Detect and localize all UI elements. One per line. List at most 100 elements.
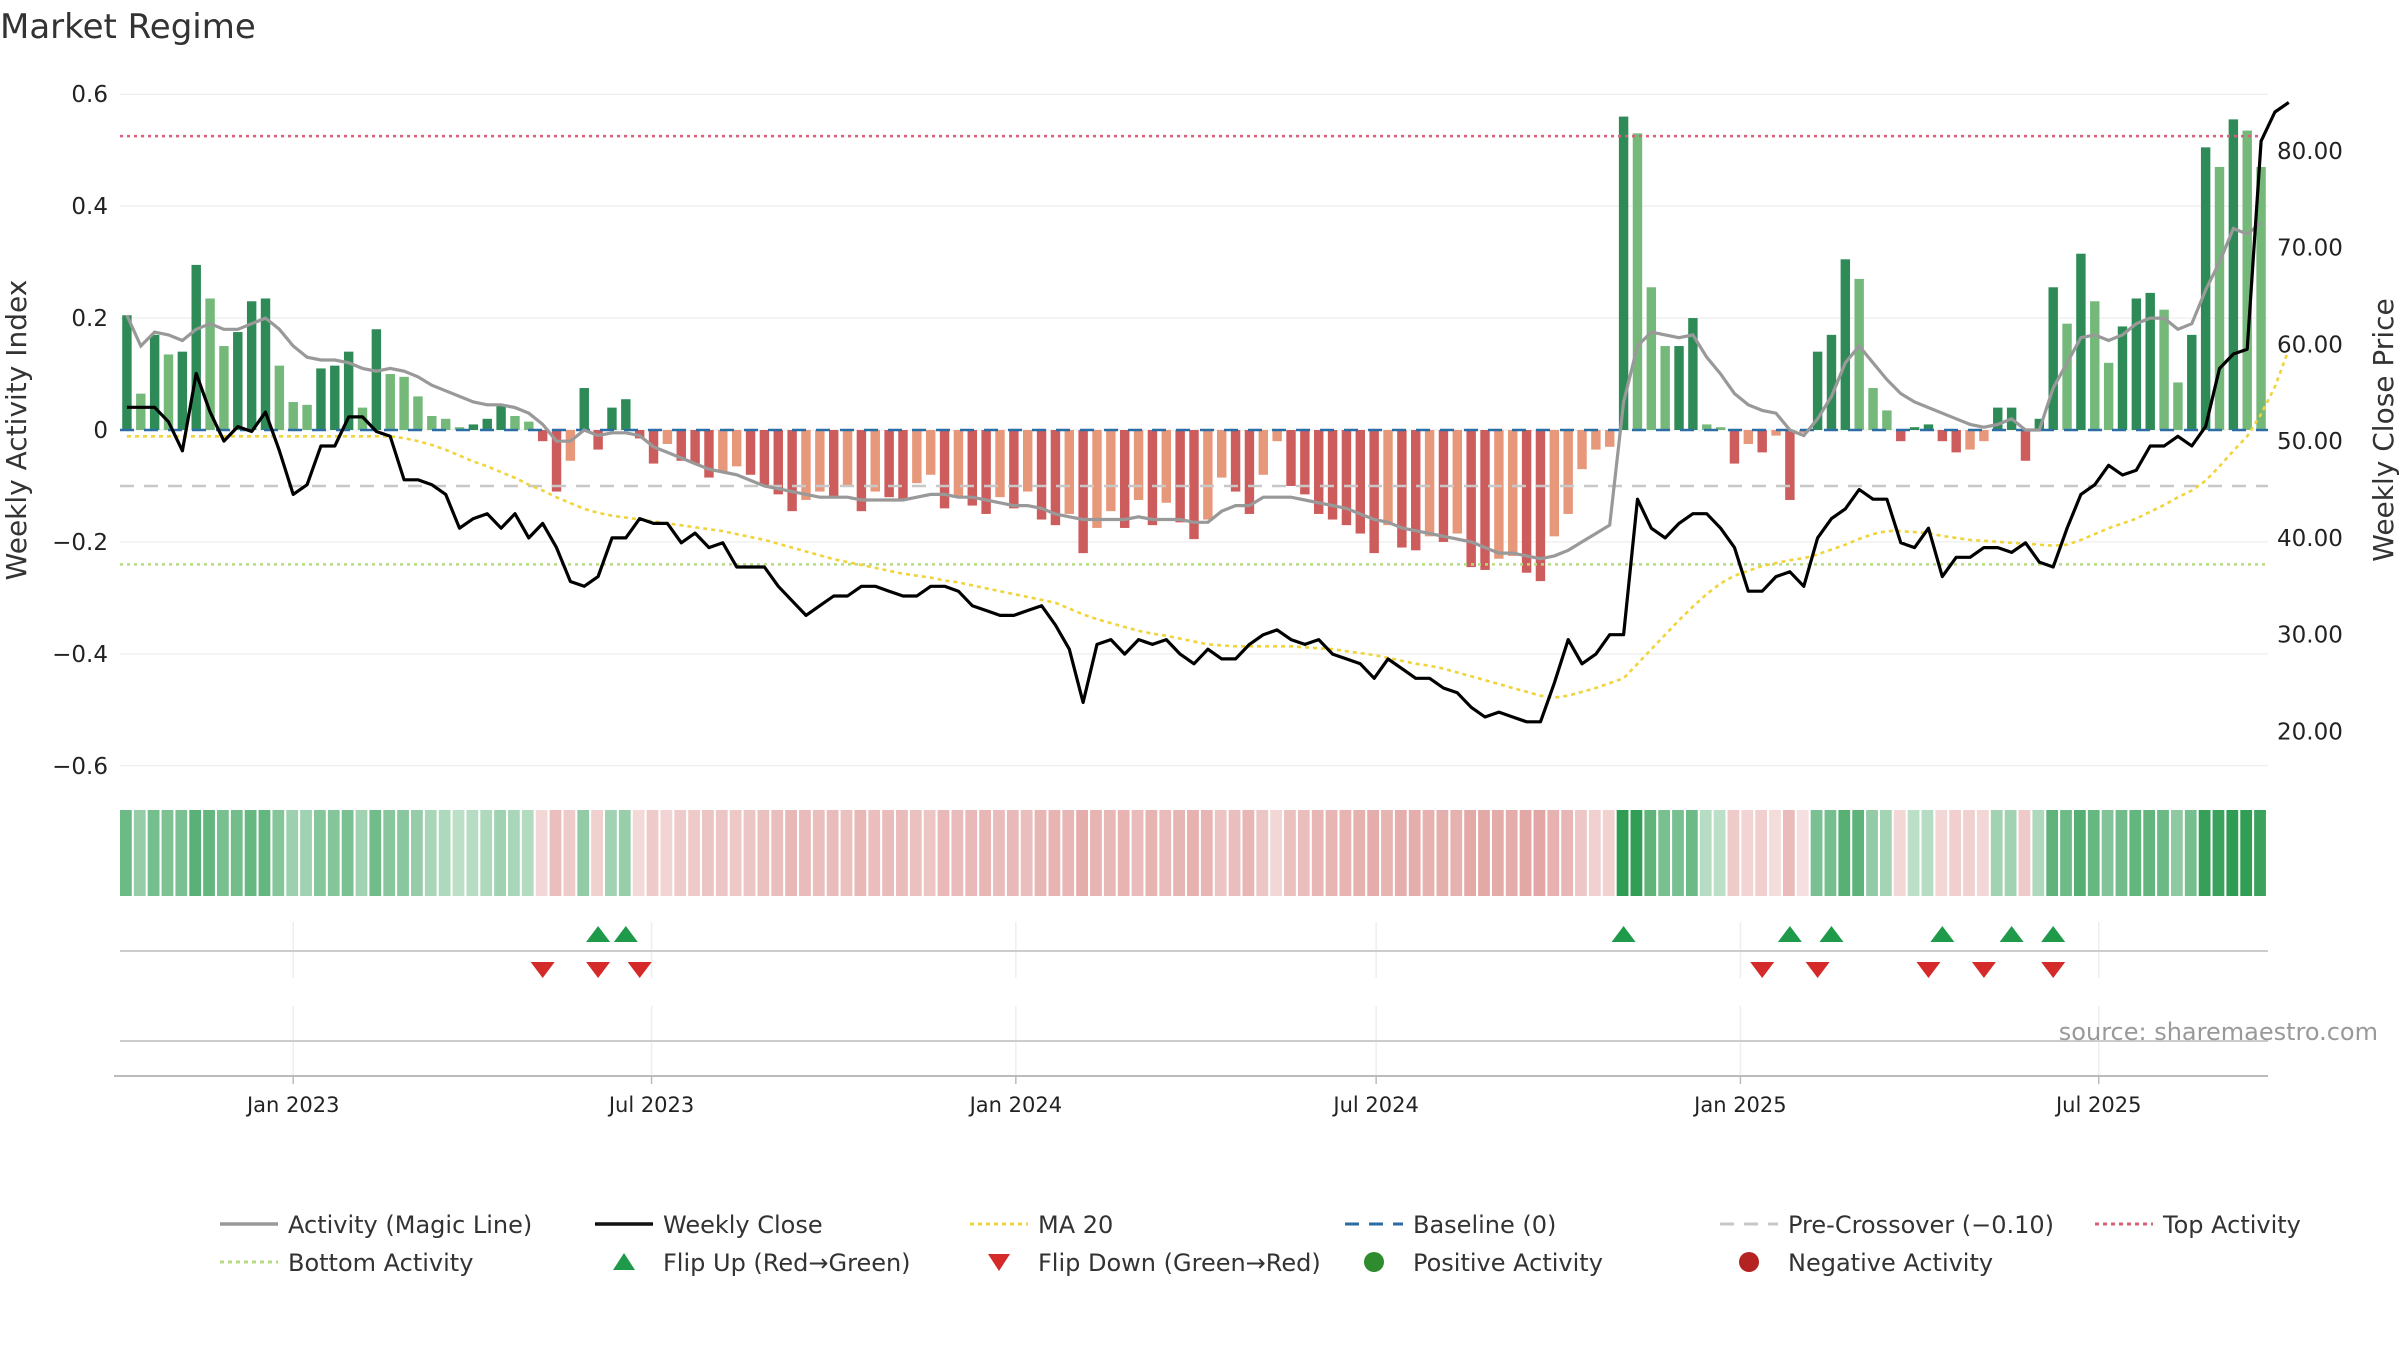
activity-bar [842,430,853,486]
activity-bar [662,430,673,444]
strip-cell [1672,810,1684,896]
activity-bar [759,430,770,486]
strip-cell [314,810,326,896]
flip-up-marker [2041,926,2066,942]
activity-bar [427,416,437,430]
strip-cell [1921,810,1934,896]
activity-bar [787,430,797,512]
strip-cell [1450,810,1463,896]
legend-item: Flip Up (Red→Green) [613,1249,911,1277]
activity-bar [925,430,936,475]
strip-cell [535,810,548,896]
activity-bar [1799,430,1809,433]
activity-bar [316,368,326,430]
strip-cell [2073,810,2086,896]
strip-cell [1436,810,1449,896]
legend-item: Top Activity [2095,1211,2301,1239]
legend-label: MA 20 [1038,1211,1113,1239]
strip-cell [133,810,146,896]
activity-bar [1563,430,1573,514]
strip-cell [1963,810,1975,896]
legend-item: Negative Activity [1739,1249,1993,1277]
strip-cell [2212,810,2225,896]
activity-bar [1993,407,2003,430]
strip-cell [424,810,437,896]
activity-bar [122,315,132,430]
activity-bar [1258,430,1269,475]
activity-bar [399,376,409,430]
series-lines [125,101,2291,724]
activity-bar [2103,362,2114,430]
strip-cell [577,810,590,896]
strip-cell [1935,810,1948,896]
strip-cell [618,810,631,896]
strip-cell [2198,810,2211,896]
legend-swatch-triangle-down [988,1254,1010,1271]
flip-down-marker [530,962,555,978]
activity-bar [385,374,395,430]
activity-bar [1535,430,1546,582]
activity-bar [1411,430,1421,551]
right-y-axis-ticks: 80.00 70.00 60.00 50.00 40.00 30.00 20.00 [2277,139,2343,746]
strip-cell [702,810,714,896]
right-y-tick-label: 60.00 [2277,332,2343,358]
legend-item: Pre-Crossover (−0.10) [1720,1211,2054,1239]
activity-bar [579,388,589,430]
strip-cell [1090,810,1102,896]
legend-item: Baseline (0) [1345,1211,1556,1239]
activity-bar [731,430,742,467]
strip-cell [1852,810,1865,896]
strip-cell [397,810,409,896]
flip-down-marker [1805,962,1830,978]
activity-bar [1480,430,1490,570]
strip-cell [1769,810,1781,896]
activity-bar [440,418,451,430]
left-y-tick-label: 0 [93,418,108,444]
strip-cell [1006,810,1019,896]
strip-cell [120,810,132,896]
activity-bar [1743,430,1754,444]
strip-cell [1159,810,1172,896]
activity-bar [2131,298,2142,430]
legend-label: Weekly Close [663,1211,823,1239]
activity-bar [1674,346,1684,430]
right-y-tick-label: 20.00 [2277,720,2343,746]
activity-bar [856,430,867,512]
strip-cell [1103,810,1116,896]
activity-bar [1757,430,1767,453]
strip-cell [2226,810,2239,896]
legend-label: Flip Up (Red→Green) [663,1249,911,1277]
activity-bar [1452,430,1463,534]
chart-title: Market Regime [0,7,256,47]
activity-bar [260,298,271,430]
activity-bar [1369,430,1379,554]
strip-cell [272,810,285,896]
activity-bar [1826,334,1837,430]
strip-cell [812,810,825,896]
activity-bar [704,430,714,478]
activity-bar [2034,418,2045,430]
activity-bar [870,430,880,492]
strip-cell [1076,810,1088,896]
strip-cell [951,810,964,896]
strip-cell [1311,810,1324,896]
flip-down-marker [1916,962,1941,978]
left-y-axis-label: Weekly Activity Index [0,280,33,581]
activity-bar [1244,430,1255,514]
activity-bar [454,427,465,430]
flip-down-marker [1971,962,1996,978]
legend-label: Flip Down (Green→Red) [1038,1249,1321,1277]
strip-cell [1588,810,1601,896]
strip-cell [2046,810,2059,896]
activity-bar [1729,430,1740,464]
activity-bar [1618,116,1629,431]
activity-bar [2076,253,2086,430]
activity-color-strip [120,810,2266,896]
strip-cell [1699,810,1712,896]
activity-bar [219,346,229,430]
strip-cell [1062,810,1075,896]
flip-up-marker [1999,926,2024,942]
strip-cell [1533,810,1546,896]
activity-bar [1064,430,1074,514]
